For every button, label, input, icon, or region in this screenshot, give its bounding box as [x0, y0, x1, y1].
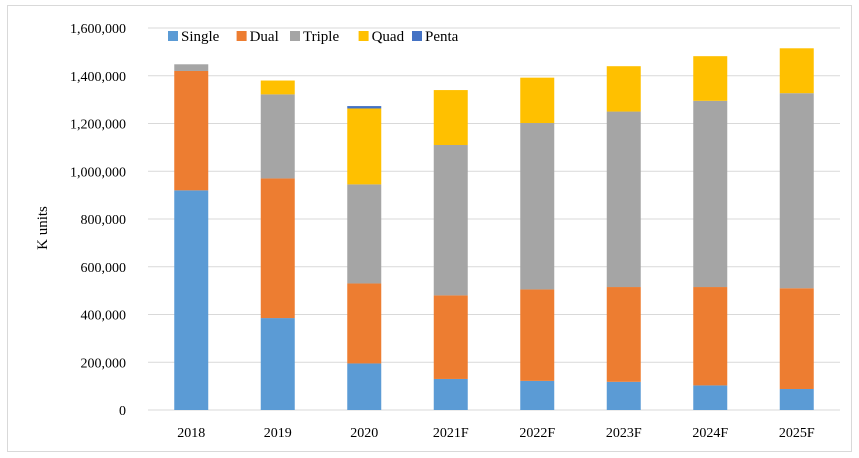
legend-swatch-quad [358, 31, 369, 41]
legend-label-dual: Dual [250, 29, 279, 45]
bar-quad-2019 [260, 80, 295, 95]
bar-quad-2021f [433, 90, 468, 145]
bars [174, 48, 814, 410]
legend-swatch-triple [290, 31, 300, 41]
bar-dual-2024f [693, 287, 728, 386]
y-axis-label: K units [35, 206, 51, 250]
legend-swatch-penta [412, 31, 422, 41]
bar-dual-2021f [433, 295, 468, 379]
y-tick-label: 1,600,000 [70, 22, 126, 37]
bar-dual-2018 [174, 70, 209, 191]
bar-single-2023f [606, 381, 641, 410]
bar-penta-2020 [347, 106, 382, 109]
y-tick-label: 1,400,000 [70, 70, 126, 85]
bar-quad-2024f [693, 56, 728, 101]
x-axis-ticks: 2018 2019 2020 2021F 2022F 2023F 2024F 2025F [177, 426, 815, 441]
y-axis-ticks: 0 200,000 400,000 600,000 800,000 1,000,000 1,… [70, 22, 126, 419]
bar-triple-2020 [347, 184, 382, 284]
chart-frame: 0 200,000 400,000 600,000 800,000 1,000,000 1,… [7, 5, 852, 452]
legend-label-quad: Quad [372, 29, 405, 45]
legend-swatch-single [168, 31, 178, 41]
bar-dual-2020 [347, 283, 382, 364]
bar-dual-2025f [779, 288, 814, 389]
bar-quad-2023f [606, 66, 641, 112]
y-tick-label: 0 [119, 404, 126, 419]
bar-single-2024f [693, 385, 728, 410]
bar-triple-2023f [606, 111, 641, 288]
bar-triple-2019 [260, 94, 295, 179]
gridlines [148, 27, 840, 411]
x-tick-label: 2020 [350, 426, 378, 441]
x-tick-label: 2023F [606, 426, 642, 441]
x-tick-label: 2021F [433, 426, 469, 441]
bar-dual-2022f [520, 289, 555, 381]
bar-triple-2024f [693, 100, 728, 288]
x-tick-label: 2018 [177, 426, 205, 441]
bar-triple-2021f [433, 144, 468, 296]
bar-single-2021f [433, 378, 468, 410]
y-tick-label: 1,000,000 [70, 165, 126, 180]
bar-dual-2019 [260, 178, 295, 319]
y-tick-label: 400,000 [81, 309, 127, 324]
legend-swatch-dual [236, 31, 247, 41]
y-tick-label: 200,000 [81, 356, 127, 371]
x-tick-label: 2022F [519, 426, 555, 441]
legend-label-triple: Triple [303, 29, 339, 45]
bar-single-2018 [174, 190, 209, 410]
bar-single-2019 [260, 318, 295, 410]
x-tick-label: 2024F [692, 426, 728, 441]
y-tick-label: 800,000 [81, 213, 127, 228]
bar-quad-2020 [347, 108, 382, 185]
bar-quad-2022f [520, 77, 555, 124]
x-tick-label: 2025F [779, 426, 815, 441]
stacked-bar-chart: 0 200,000 400,000 600,000 800,000 1,000,000 1,… [35, 22, 840, 441]
y-tick-label: 1,200,000 [70, 118, 126, 133]
bar-single-2020 [347, 363, 382, 410]
bar-triple-2022f [520, 123, 555, 290]
bar-single-2025f [779, 388, 814, 410]
legend-label-penta: Penta [425, 29, 459, 45]
legend: Single Dual Triple Quad Penta [168, 29, 459, 45]
bar-triple-2025f [779, 93, 814, 289]
y-tick-label: 600,000 [81, 261, 127, 276]
x-tick-label: 2019 [264, 426, 292, 441]
bar-dual-2023f [606, 287, 641, 382]
bar-triple-2018 [174, 64, 209, 71]
legend-label-single: Single [181, 29, 220, 45]
bar-single-2022f [520, 380, 555, 410]
bar-quad-2025f [779, 48, 814, 94]
